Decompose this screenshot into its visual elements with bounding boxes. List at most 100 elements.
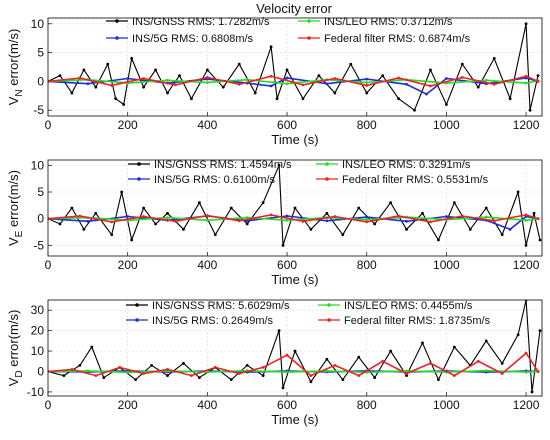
legend-label-ins-leo: INS/LEO RMS: 0.3291m/s xyxy=(342,159,471,171)
data-point-ins-5g xyxy=(86,82,90,86)
data-point-ins-leo xyxy=(285,218,289,222)
y-tick-label: 0 xyxy=(37,364,44,378)
data-point-ins-gnss xyxy=(142,85,146,89)
data-point-federal xyxy=(429,220,432,224)
y-tick-label: 10 xyxy=(31,158,45,172)
data-point-ins-gnss xyxy=(325,211,329,215)
legend-marker-ins-gnss xyxy=(115,19,119,23)
y-tick-label: -10 xyxy=(27,385,45,399)
data-point-ins-leo xyxy=(245,216,249,220)
data-point-ins-gnss xyxy=(484,206,488,210)
legend-label-ins-5g: INS/5G RMS: 0.6808m/s xyxy=(132,33,254,45)
data-point-ins-gnss xyxy=(94,85,98,89)
data-point-ins-gnss xyxy=(182,227,185,231)
data-point-ins-leo xyxy=(86,369,90,373)
data-point-ins-gnss xyxy=(182,361,185,365)
data-point-ins-gnss xyxy=(166,91,169,95)
data-point-federal xyxy=(492,82,496,86)
data-point-federal xyxy=(365,220,369,224)
data-point-ins-gnss xyxy=(269,45,273,49)
y-axis-label-subscript: E xyxy=(14,230,25,237)
data-point-ins-5g xyxy=(325,82,329,86)
y-axis-label-rest: error(m/s) xyxy=(6,170,21,231)
x-tick-label: 1000 xyxy=(433,118,460,132)
data-point-ins-gnss xyxy=(421,211,424,215)
data-point-ins-gnss xyxy=(500,233,504,237)
data-point-ins-gnss xyxy=(277,329,281,333)
legend-marker-ins-5g xyxy=(135,318,139,322)
data-point-ins-gnss xyxy=(444,103,448,106)
data-point-ins-leo xyxy=(205,81,209,84)
y-tick-label: 5 xyxy=(37,46,44,60)
y-tick-label: 10 xyxy=(31,344,45,358)
x-tick-label: 1200 xyxy=(513,398,540,412)
data-point-ins-leo xyxy=(285,370,289,374)
x-tick-label: 0 xyxy=(45,398,52,412)
data-point-ins-5g xyxy=(285,76,289,80)
data-point-ins-gnss xyxy=(281,386,285,390)
data-point-ins-leo xyxy=(166,216,169,220)
x-tick-label: 0 xyxy=(45,118,52,132)
data-point-federal xyxy=(492,219,496,223)
data-point-ins-gnss xyxy=(166,374,169,377)
data-point-federal xyxy=(78,76,82,80)
x-tick-label: 600 xyxy=(277,118,297,132)
y-tick-label: 30 xyxy=(31,303,45,317)
data-point-ins-gnss xyxy=(261,201,265,205)
data-point-ins-leo xyxy=(365,81,369,84)
data-point-ins-gnss xyxy=(421,341,424,345)
data-point-federal xyxy=(94,374,98,377)
y-tick-label: 5 xyxy=(37,185,44,199)
data-point-ins-gnss xyxy=(275,97,279,101)
data-point-ins-gnss xyxy=(508,97,512,101)
data-point-federal xyxy=(174,83,177,87)
data-point-ins-5g xyxy=(126,215,130,218)
data-point-ins-gnss xyxy=(317,74,321,78)
data-point-ins-gnss xyxy=(468,227,472,231)
x-tick-label: 1000 xyxy=(433,398,460,412)
data-point-ins-gnss xyxy=(166,211,169,215)
data-point-federal xyxy=(118,366,122,369)
data-point-ins-gnss xyxy=(429,68,432,72)
x-tick-label: 400 xyxy=(197,398,217,412)
data-point-ins-gnss xyxy=(70,206,74,210)
series-line-ins-gnss xyxy=(48,23,539,112)
data-point-federal xyxy=(142,215,146,218)
data-point-ins-gnss xyxy=(120,190,124,194)
data-point-ins-gnss xyxy=(90,345,94,349)
data-point-ins-5g xyxy=(444,215,448,218)
y-axis-label: VD error(m/s) xyxy=(6,310,25,387)
data-point-ins-gnss xyxy=(476,85,480,89)
data-point-ins-gnss xyxy=(532,211,536,215)
data-point-ins-gnss xyxy=(253,91,257,95)
plot-area-frame xyxy=(47,17,543,117)
data-point-ins-leo xyxy=(524,370,528,374)
data-point-ins-5g xyxy=(405,82,408,86)
data-point-ins-gnss xyxy=(452,345,456,349)
data-point-ins-leo xyxy=(484,369,488,373)
data-point-ins-5g xyxy=(126,77,130,80)
data-point-ins-gnss xyxy=(82,227,86,231)
data-point-ins-gnss xyxy=(277,163,281,167)
data-point-ins-gnss xyxy=(229,378,233,382)
legend-label-federal: Federal filter RMS: 0.6874m/s xyxy=(324,33,471,45)
data-point-ins-gnss xyxy=(78,363,82,367)
data-point-ins-gnss xyxy=(325,357,329,361)
data-point-federal xyxy=(524,351,528,355)
legend-marker-ins-leo xyxy=(327,303,331,307)
x-tick-label: 800 xyxy=(357,398,377,412)
legend-label-ins-leo: INS/LEO RMS: 0.4455m/s xyxy=(344,300,473,312)
data-point-ins-5g xyxy=(285,214,289,218)
data-point-ins-gnss xyxy=(500,361,504,365)
data-point-ins-gnss xyxy=(102,376,106,380)
x-tick-label: 400 xyxy=(197,118,217,132)
data-point-federal xyxy=(333,215,337,218)
legend-label-ins-gnss: INS/GNSS RMS: 1.7282m/s xyxy=(132,16,270,28)
data-point-federal xyxy=(397,214,400,218)
data-point-ins-gnss xyxy=(197,376,201,380)
data-point-ins-gnss xyxy=(516,190,520,194)
data-point-federal xyxy=(237,219,241,223)
data-point-ins-5g xyxy=(86,219,90,223)
data-point-ins-gnss xyxy=(293,206,297,210)
